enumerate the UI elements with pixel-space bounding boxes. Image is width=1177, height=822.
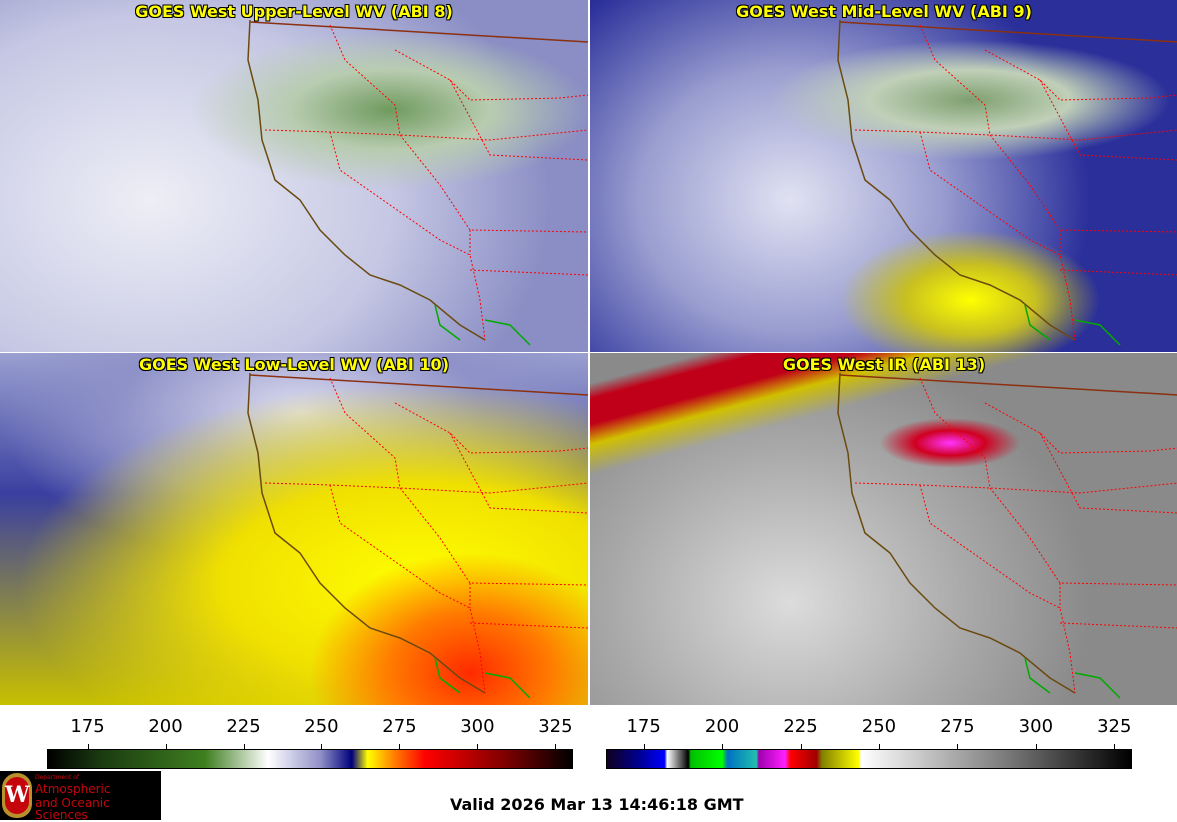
state-border: [919, 377, 991, 489]
colorbar-tick-label: 300: [1018, 716, 1054, 737]
uw-seal-icon: W: [2, 773, 32, 818]
colorbar-tick-label: 175: [70, 716, 105, 737]
state-border: [1039, 432, 1177, 514]
colorbar-tick: [800, 734, 802, 749]
mexico-border: [434, 304, 531, 346]
state-border: [984, 402, 1177, 454]
colorbar-tick: [399, 734, 401, 749]
colorbar-tick: [87, 734, 89, 749]
state-border: [394, 402, 588, 454]
colorbar-ir: [606, 749, 1132, 769]
colorbar-tick-label: 275: [382, 716, 417, 737]
colorbar-tick-label: 325: [538, 716, 573, 737]
colorbar-tick: [321, 734, 323, 749]
colorbar-tick: [165, 734, 167, 749]
canada-border: [839, 374, 1177, 396]
mexico-border: [434, 657, 531, 699]
state-border: [469, 269, 588, 276]
colorbar-tick-label: 200: [148, 716, 183, 737]
mexico-border: [1024, 657, 1121, 699]
state-border: [854, 129, 1177, 141]
state-border: [919, 131, 1076, 341]
colorbar-tick: [643, 734, 645, 749]
state-border: [1039, 79, 1177, 161]
state-border: [329, 131, 486, 341]
colorbar-tick-label: 200: [704, 716, 740, 737]
state-border: [919, 484, 1076, 694]
state-border: [329, 24, 401, 136]
panel-upper-level-wv: GOES West Upper-Level WV (ABI 8): [0, 0, 588, 352]
state-border: [449, 79, 588, 161]
colorbar-tick-label: 225: [783, 716, 818, 737]
canada-border: [249, 21, 588, 43]
state-border: [394, 49, 588, 101]
colorbar-tick: [957, 734, 959, 749]
state-border: [399, 134, 588, 233]
panel-low-level-wv: GOES West Low-Level WV (ABI 10): [0, 353, 588, 705]
panel-title: GOES West Low-Level WV (ABI 10): [138, 355, 449, 374]
canada-border: [839, 21, 1177, 43]
coastline: [837, 372, 1076, 694]
colorbar-tick: [1035, 734, 1037, 749]
logo-line2: and Oceanic Sciences: [35, 796, 110, 822]
state-border: [399, 487, 588, 586]
panel-title: GOES West Mid-Level WV (ABI 9): [736, 2, 1032, 21]
logo-line1: Atmospheric: [35, 782, 111, 796]
colorbar-tick: [477, 734, 479, 749]
colorbar-tick-label: 250: [861, 716, 897, 737]
colorbar-tick-label: 275: [940, 716, 975, 737]
state-border: [989, 134, 1177, 233]
colorbar-tick-label: 300: [460, 716, 495, 737]
state-border: [329, 377, 401, 489]
panel-title: GOES West Upper-Level WV (ABI 8): [135, 2, 453, 21]
state-border: [1059, 269, 1177, 276]
panel-ir: GOES West IR (ABI 13): [590, 353, 1177, 705]
state-border: [264, 482, 588, 494]
aos-logo: W Department of Atmospheric and Oceanic …: [0, 771, 161, 822]
state-border: [469, 622, 588, 629]
canada-border: [249, 374, 588, 396]
panel-title: GOES West IR (ABI 13): [782, 355, 986, 374]
panel-mid-level-wv: GOES West Mid-Level WV (ABI 9): [590, 0, 1177, 352]
coastline: [247, 19, 486, 341]
state-border: [449, 432, 588, 514]
colorbar-tick: [878, 734, 880, 749]
colorbar-tick: [243, 734, 245, 749]
logo-dept: Department of: [35, 774, 79, 781]
colorbar-tick: [555, 734, 557, 749]
coastline: [247, 372, 486, 694]
colorbar-tick-label: 325: [1097, 716, 1132, 737]
colorbar-tick: [722, 734, 724, 749]
colorbar-tick-label: 250: [304, 716, 339, 737]
colorbar-wv: [47, 749, 573, 769]
state-border: [329, 484, 486, 694]
state-border: [1059, 622, 1177, 629]
valid-time: Valid 2026 Mar 13 14:46:18 GMT: [450, 795, 744, 814]
colorbar-tick: [1114, 734, 1116, 749]
coastline: [837, 19, 1076, 341]
mexico-border: [1024, 304, 1121, 346]
colorbar-tick-label: 175: [626, 716, 661, 737]
state-border: [989, 487, 1177, 586]
state-border: [984, 49, 1177, 101]
state-border: [854, 482, 1177, 494]
colorbar-tick-label: 225: [226, 716, 261, 737]
state-border: [919, 24, 991, 136]
state-border: [264, 129, 588, 141]
